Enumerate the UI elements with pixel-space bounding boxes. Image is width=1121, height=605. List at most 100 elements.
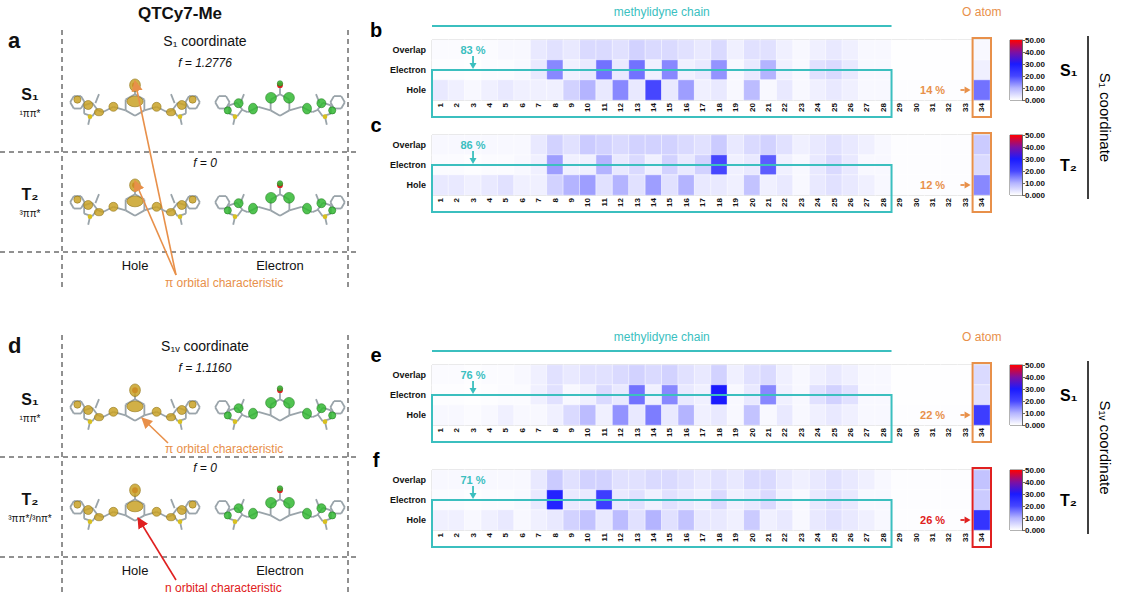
svg-text:30: 30: [912, 427, 921, 436]
svg-text:9: 9: [567, 532, 576, 537]
svg-text:33: 33: [961, 102, 970, 111]
svg-text:20: 20: [748, 427, 757, 436]
svg-text:28: 28: [879, 532, 888, 541]
svg-text:10.00: 10.00: [1025, 179, 1046, 188]
svg-text:29: 29: [895, 197, 904, 206]
svg-text:3: 3: [469, 102, 478, 107]
svg-text:12 %: 12 %: [920, 179, 945, 191]
svg-text:23: 23: [797, 102, 806, 111]
svg-text:32: 32: [944, 427, 953, 436]
svg-text:18: 18: [715, 102, 724, 111]
svg-text:23: 23: [797, 427, 806, 436]
svg-text:7: 7: [534, 197, 543, 202]
svg-text:Electron: Electron: [390, 495, 426, 505]
svg-text:33: 33: [961, 197, 970, 206]
svg-text:30.00: 30.00: [1025, 490, 1046, 499]
svg-text:28: 28: [879, 102, 888, 111]
svg-text:1: 1: [436, 427, 445, 432]
svg-text:12: 12: [616, 532, 625, 541]
svg-text:¹ππ*: ¹ππ*: [19, 413, 40, 424]
svg-text:20: 20: [748, 102, 757, 111]
svg-text:32: 32: [944, 532, 953, 541]
svg-text:18: 18: [715, 197, 724, 206]
svg-text:4: 4: [485, 427, 494, 432]
svg-text:f: f: [373, 449, 380, 471]
svg-text:25: 25: [830, 197, 839, 206]
svg-text:Overlap: Overlap: [392, 475, 426, 485]
svg-text:26: 26: [846, 102, 855, 111]
svg-text:24: 24: [813, 427, 822, 436]
svg-text:11: 11: [600, 197, 609, 206]
svg-text:10: 10: [583, 427, 592, 436]
svg-text:4: 4: [485, 102, 494, 107]
svg-text:9: 9: [567, 102, 576, 107]
svg-text:13: 13: [633, 102, 642, 111]
svg-text:2: 2: [452, 102, 461, 107]
svg-text:22: 22: [780, 102, 789, 111]
svg-text:Hole: Hole: [406, 180, 426, 190]
svg-text:16: 16: [682, 197, 691, 206]
svg-text:24: 24: [813, 197, 822, 206]
svg-text:S₁ᵥ coordinate: S₁ᵥ coordinate: [1097, 400, 1114, 494]
svg-text:T₂: T₂: [1060, 492, 1077, 509]
svg-text:12: 12: [616, 197, 625, 206]
svg-text:20.00: 20.00: [1025, 502, 1046, 511]
svg-text:40.00: 40.00: [1025, 478, 1046, 487]
svg-text:27: 27: [862, 532, 871, 541]
svg-text:26: 26: [846, 532, 855, 541]
svg-text:13: 13: [633, 532, 642, 541]
svg-text:18: 18: [715, 427, 724, 436]
svg-text:13: 13: [633, 427, 642, 436]
svg-text:S₁ᵥ coordinate: S₁ᵥ coordinate: [161, 338, 249, 354]
svg-text:6: 6: [518, 532, 527, 537]
svg-text:50.00: 50.00: [1025, 36, 1046, 45]
svg-text:Overlap: Overlap: [392, 140, 426, 150]
svg-text:Electron: Electron: [390, 160, 426, 170]
svg-text:9: 9: [567, 197, 576, 202]
svg-text:10: 10: [583, 532, 592, 541]
svg-text:30.00: 30.00: [1025, 385, 1046, 394]
svg-text:20.00: 20.00: [1025, 167, 1046, 176]
svg-text:O atom: O atom: [962, 5, 1001, 19]
svg-text:30: 30: [912, 197, 921, 206]
svg-text:17: 17: [698, 102, 707, 111]
svg-text:³ππ*: ³ππ*: [19, 208, 40, 219]
svg-text:1: 1: [436, 532, 445, 537]
svg-text:21: 21: [764, 427, 773, 436]
svg-text:S₁: S₁: [21, 391, 39, 408]
svg-text:Hole: Hole: [406, 515, 426, 525]
svg-text:10.00: 10.00: [1025, 514, 1046, 523]
svg-text:14: 14: [649, 427, 658, 436]
svg-text:6: 6: [518, 427, 527, 432]
svg-text:b: b: [370, 19, 382, 41]
svg-text:22: 22: [780, 532, 789, 541]
svg-text:86 %: 86 %: [460, 139, 485, 151]
svg-text:19: 19: [731, 532, 740, 541]
svg-text:11: 11: [600, 427, 609, 436]
svg-text:T₂: T₂: [22, 186, 39, 203]
svg-text:2: 2: [452, 197, 461, 202]
svg-text:0.000: 0.000: [1025, 96, 1046, 105]
svg-text:7: 7: [534, 427, 543, 432]
svg-text:34: 34: [977, 102, 986, 111]
svg-text:23: 23: [797, 532, 806, 541]
svg-text:31: 31: [928, 427, 937, 436]
svg-text:f = 0: f = 0: [193, 461, 217, 475]
svg-text:a: a: [8, 28, 21, 53]
svg-text:24: 24: [813, 532, 822, 541]
svg-text:5: 5: [501, 532, 510, 537]
svg-text:25: 25: [830, 427, 839, 436]
svg-text:25: 25: [830, 102, 839, 111]
svg-text:17: 17: [698, 197, 707, 206]
svg-text:10: 10: [583, 102, 592, 111]
svg-text:14: 14: [649, 197, 658, 206]
svg-text:π orbital characteristic: π orbital characteristic: [165, 442, 283, 456]
svg-text:15: 15: [665, 197, 674, 206]
svg-text:14 %: 14 %: [920, 84, 945, 96]
svg-text:33: 33: [961, 532, 970, 541]
svg-text:S₁: S₁: [1060, 387, 1078, 404]
svg-text:27: 27: [862, 427, 871, 436]
svg-text:28: 28: [879, 427, 888, 436]
svg-text:c: c: [370, 114, 381, 136]
svg-text:29: 29: [895, 102, 904, 111]
